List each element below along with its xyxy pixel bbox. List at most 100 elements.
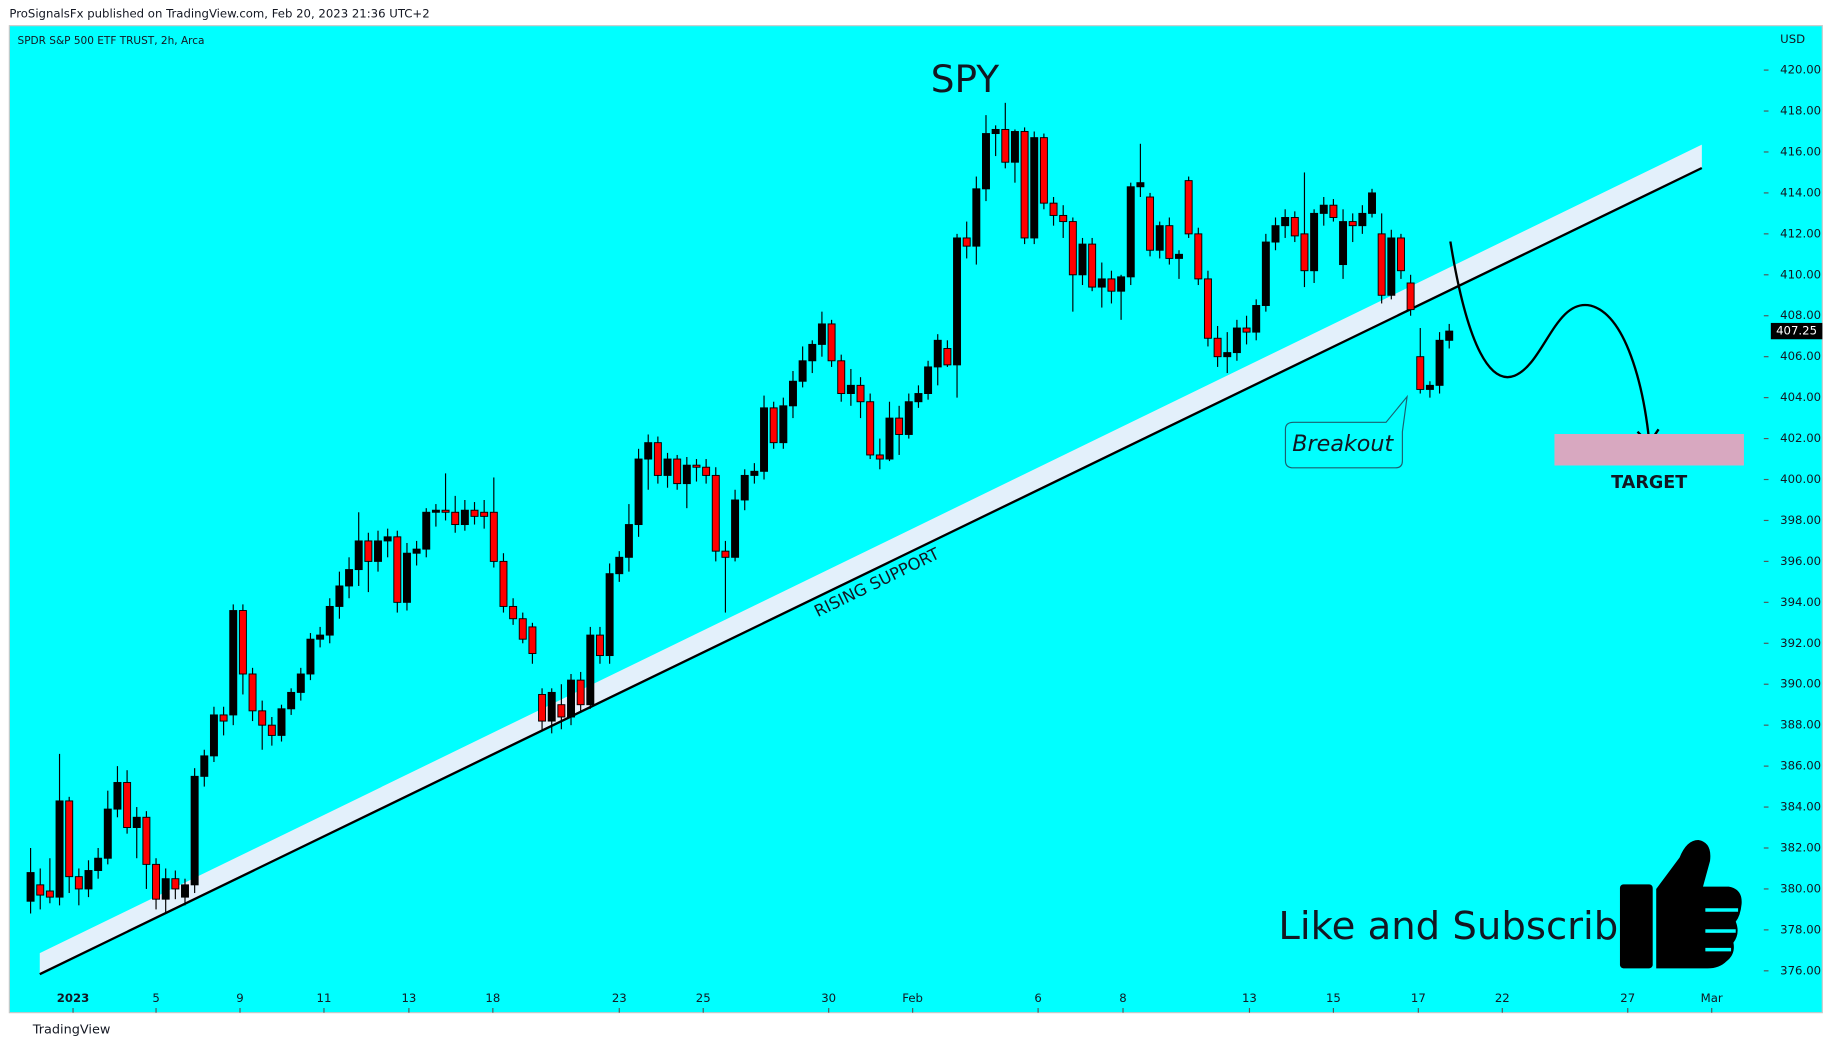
candle-body (817, 323, 826, 345)
candle-body (431, 509, 440, 513)
projection-curve (1449, 241, 1651, 442)
candle-body (1387, 237, 1396, 296)
candle-body (1097, 278, 1106, 288)
candle-body (277, 708, 286, 736)
candle-body (528, 626, 537, 654)
x-tick-label: 17 (1411, 991, 1426, 1005)
candle-body (1358, 212, 1367, 227)
x-tick-label: Mar (1701, 991, 1723, 1005)
candle-body (943, 348, 952, 366)
x-tick-label: Feb (902, 991, 923, 1005)
y-tick-label: 384.00 (1780, 800, 1821, 814)
x-tick-label: 23 (612, 991, 627, 1005)
y-tick-label: 404.00 (1780, 390, 1821, 404)
candle-body (1406, 282, 1415, 311)
candle-body (84, 870, 93, 890)
candle-body (55, 800, 64, 898)
candle-body (933, 339, 942, 368)
candle-body (1348, 221, 1357, 227)
candle-body (653, 442, 662, 476)
candle-body (846, 384, 855, 395)
candle-body (1213, 337, 1222, 358)
candle-body (74, 876, 83, 890)
candle-body (576, 679, 585, 706)
candle-body (402, 552, 411, 603)
candle-body (1252, 305, 1261, 333)
y-tick-label: 378.00 (1780, 922, 1821, 936)
candle-body (731, 499, 740, 558)
candle-body (1107, 278, 1116, 292)
candle-body (460, 509, 469, 526)
candle-body (1175, 253, 1183, 259)
y-tick-label: 416.00 (1780, 144, 1821, 158)
candle-body (1281, 217, 1290, 227)
candle-body (1416, 356, 1425, 390)
y-tick-label: 400.00 (1780, 472, 1821, 486)
y-tick-label: 420.00 (1780, 63, 1821, 77)
candle-body (904, 401, 913, 435)
candle-body (885, 417, 894, 460)
candle-body (769, 407, 778, 444)
candle-body (914, 393, 923, 403)
candle-body (1290, 217, 1299, 237)
candle-body (634, 458, 643, 526)
y-tick-label: 408.00 (1780, 308, 1821, 322)
y-tick-label: 414.00 (1780, 185, 1821, 199)
candle-body (258, 710, 267, 726)
candle-body (470, 509, 479, 517)
breakout-label: Breakout (1292, 431, 1394, 457)
candle-body (296, 673, 305, 693)
x-tick-label: 13 (401, 991, 416, 1005)
candle-body (567, 679, 575, 718)
candle-body (1049, 202, 1058, 216)
candle-body (837, 360, 846, 395)
last-price-label: 407.25 (1776, 324, 1817, 338)
candle-body (1165, 225, 1174, 259)
candle-body (1020, 131, 1029, 239)
candle-body (1396, 237, 1405, 272)
y-tick-label: 380.00 (1780, 881, 1821, 895)
candle-body (866, 401, 875, 456)
candle-body (750, 470, 759, 476)
candle-body (586, 634, 595, 706)
candle-body (45, 890, 54, 898)
x-tick-label: 25 (696, 991, 711, 1005)
candle-body (171, 878, 180, 890)
candle-body (682, 464, 691, 485)
y-tick-label: 406.00 (1780, 349, 1821, 363)
candle-body (702, 466, 711, 476)
candle-body (615, 556, 624, 575)
plot-area (8, 25, 1823, 1014)
candle-body (991, 128, 1000, 135)
candle-body (1435, 339, 1444, 386)
candle-body (663, 458, 672, 476)
candle-body (238, 610, 247, 675)
candle-body (132, 816, 141, 828)
candle-body (1368, 192, 1376, 214)
candle-body (875, 454, 884, 460)
x-tick-label: 15 (1326, 991, 1341, 1005)
candle-body (808, 343, 817, 362)
candle-body (1059, 214, 1068, 223)
candle-body (1136, 182, 1145, 188)
candle-body (113, 782, 122, 810)
x-tick-label: 5 (152, 991, 159, 1005)
candle-body (605, 573, 614, 657)
candle-body (1242, 327, 1251, 333)
candle-body (798, 360, 807, 382)
candle-body (1001, 128, 1010, 163)
candle-body (267, 724, 276, 736)
candle-body (789, 380, 797, 407)
y-tick-label: 418.00 (1780, 104, 1821, 118)
publisher-header: ProSignalsFx published on TradingView.co… (9, 7, 429, 21)
candle-body (451, 511, 460, 526)
candle-body (325, 605, 334, 636)
candle-body (692, 464, 701, 468)
candle-body (1310, 212, 1319, 272)
footer-brand: TradingView (32, 1023, 111, 1038)
candle-body (711, 474, 720, 552)
candle-body (1146, 196, 1155, 251)
candle-body (364, 540, 373, 562)
candle-body (200, 755, 209, 777)
